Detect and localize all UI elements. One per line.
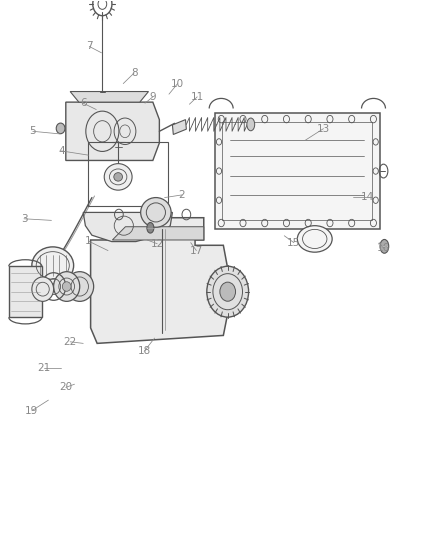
Polygon shape: [215, 113, 380, 229]
Ellipse shape: [220, 282, 236, 301]
Text: 8: 8: [131, 68, 138, 78]
Ellipse shape: [104, 164, 132, 190]
Ellipse shape: [66, 272, 94, 301]
Ellipse shape: [147, 222, 154, 233]
Text: 5: 5: [29, 126, 36, 136]
Polygon shape: [91, 217, 232, 343]
Text: 10: 10: [171, 78, 184, 88]
Text: 18: 18: [138, 346, 151, 357]
Text: 12: 12: [151, 239, 164, 249]
Ellipse shape: [32, 277, 53, 301]
Polygon shape: [70, 92, 148, 102]
Text: 7: 7: [86, 42, 92, 52]
Polygon shape: [83, 213, 173, 241]
Ellipse shape: [53, 272, 80, 301]
Text: 16: 16: [377, 243, 390, 253]
Ellipse shape: [32, 247, 74, 284]
Text: 20: 20: [59, 382, 72, 392]
Polygon shape: [66, 102, 159, 160]
Text: 19: 19: [25, 406, 39, 416]
Text: 3: 3: [21, 214, 27, 224]
Text: 13: 13: [317, 124, 330, 134]
Text: 6: 6: [80, 98, 87, 108]
Ellipse shape: [207, 266, 249, 317]
Text: 9: 9: [149, 92, 156, 102]
Text: 17: 17: [190, 246, 203, 256]
Ellipse shape: [62, 282, 71, 292]
Text: 4: 4: [58, 146, 65, 156]
Text: 15: 15: [287, 238, 300, 248]
Ellipse shape: [114, 173, 123, 181]
Ellipse shape: [380, 239, 389, 253]
Text: 22: 22: [64, 337, 77, 347]
Text: 21: 21: [37, 364, 51, 373]
Bar: [88, 142, 168, 206]
Bar: [9, 266, 42, 317]
Ellipse shape: [141, 198, 171, 227]
Text: 2: 2: [179, 190, 185, 200]
Ellipse shape: [56, 123, 65, 134]
Text: 11: 11: [191, 92, 204, 102]
Text: 14: 14: [360, 191, 374, 201]
Ellipse shape: [297, 225, 332, 252]
Polygon shape: [173, 119, 186, 134]
Ellipse shape: [247, 118, 254, 131]
Text: 1: 1: [85, 236, 92, 246]
Polygon shape: [113, 227, 204, 240]
